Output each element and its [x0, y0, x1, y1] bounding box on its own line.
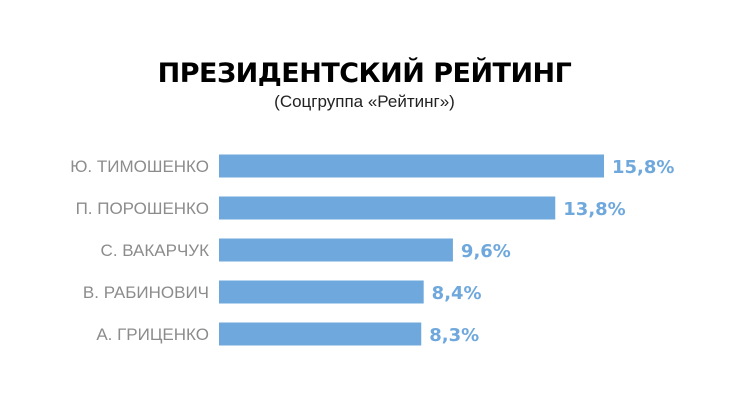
value-label: 13,8% [563, 199, 625, 220]
bar [219, 280, 424, 304]
category-label: П. ПОРОШЕНКО [76, 199, 209, 218]
bar [219, 238, 453, 262]
category-label: А. ГРИЦЕНКО [96, 325, 209, 344]
value-label: 8,3% [429, 325, 479, 346]
category-label: В. РАБИНОВИЧ [83, 283, 209, 302]
bar [219, 196, 556, 220]
bar [219, 154, 604, 178]
chart-title: ПРЕЗИДЕНТСКИЙ РЕЙТИНГ [157, 58, 572, 89]
value-label: 8,4% [432, 283, 482, 304]
value-label: 15,8% [612, 157, 674, 178]
category-label: Ю. ТИМОШЕНКО [70, 157, 209, 176]
bar [219, 322, 422, 346]
category-label: С. ВАКАРЧУК [101, 241, 210, 260]
chart-subtitle: (Соцгруппа «Рейтинг») [274, 92, 455, 111]
value-label: 9,6% [461, 241, 511, 262]
